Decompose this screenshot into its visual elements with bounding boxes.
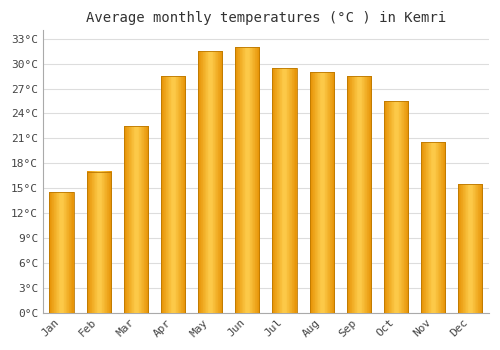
Bar xyxy=(124,126,148,313)
Bar xyxy=(236,47,260,313)
Bar xyxy=(310,72,334,313)
Bar xyxy=(384,101,408,313)
Bar xyxy=(198,51,222,313)
Bar xyxy=(161,76,185,313)
Bar xyxy=(421,142,445,313)
Bar xyxy=(347,76,371,313)
Bar xyxy=(458,184,482,313)
Bar xyxy=(50,192,74,313)
Bar xyxy=(272,68,296,313)
Bar xyxy=(86,172,111,313)
Title: Average monthly temperatures (°C ) in Kemri: Average monthly temperatures (°C ) in Ke… xyxy=(86,11,446,25)
